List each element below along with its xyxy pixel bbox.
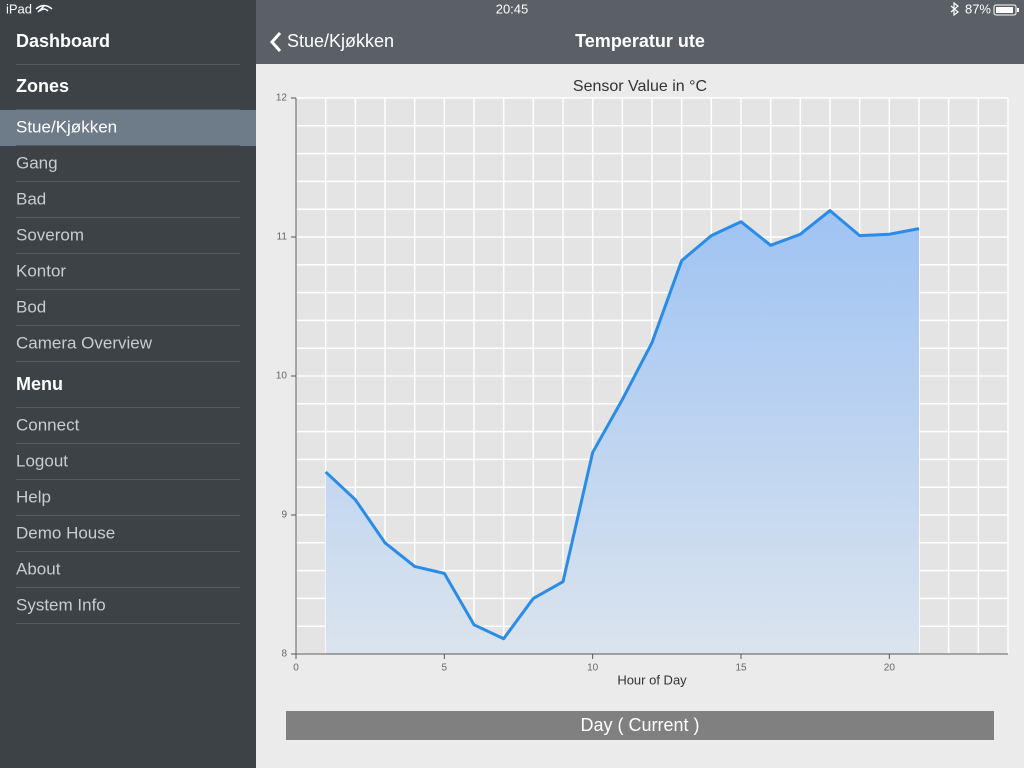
section-header: Zones [16,76,69,96]
sidebar-item[interactable]: Soverom [16,225,84,244]
x-tick-label: 5 [442,663,448,674]
sidebar-item[interactable]: Stue/Kjøkken [16,117,117,136]
battery-tip [1017,8,1019,12]
y-tick-label: 11 [277,232,288,243]
x-tick-label: 20 [884,663,896,674]
back-label[interactable]: Stue/Kjøkken [287,31,394,51]
x-tick-label: 0 [293,663,299,674]
battery-fill [996,7,1013,13]
back-button[interactable]: Stue/Kjøkken [269,31,394,52]
y-tick-label: 9 [281,510,287,521]
sidebar-item[interactable]: About [16,559,61,578]
selected-row[interactable] [0,110,256,146]
device-name: iPad [6,1,32,16]
section-header: Menu [16,374,63,394]
x-tick-label: 10 [587,663,599,674]
period-button-bg[interactable] [286,711,994,740]
x-tick-label: 15 [735,663,747,674]
period-button-label[interactable]: Day ( Current ) [580,715,699,735]
sidebar-item[interactable]: Gang [16,153,58,172]
y-tick-label: 10 [276,371,288,382]
y-tick-label: 12 [276,93,288,104]
sidebar-item[interactable]: Connect [16,415,80,434]
nav-bar [256,0,1024,64]
sidebar-item[interactable]: System Info [16,595,106,614]
chart-title: Sensor Value in °C [573,78,707,95]
battery-icon [993,4,1017,16]
line [324,209,920,641]
x-axis-label: Hour of Day [617,672,687,687]
sidebar-item[interactable]: Kontor [16,261,66,280]
sidebar-item[interactable]: Logout [16,451,68,470]
sidebar-item[interactable]: Demo House [16,523,115,542]
clock: 20:45 [496,1,529,16]
area [325,210,920,654]
sidebar-item[interactable]: Bod [16,297,46,316]
nav-title: Temperatur ute [575,31,705,51]
y-tick-label: 8 [281,649,287,660]
sidebar-item[interactable]: Camera Overview [16,333,153,352]
sidebar-dashboard[interactable]: Dashboard [16,31,110,51]
back-chevron[interactable] [269,32,282,52]
period-button[interactable]: Day ( Current ) [286,711,994,740]
sidebar-item[interactable]: Bad [16,189,46,208]
wifi-icon [35,4,53,13]
battery-level: 87% [965,1,991,16]
bluetooth-icon [950,1,959,17]
sidebar-item[interactable]: Help [16,487,51,506]
